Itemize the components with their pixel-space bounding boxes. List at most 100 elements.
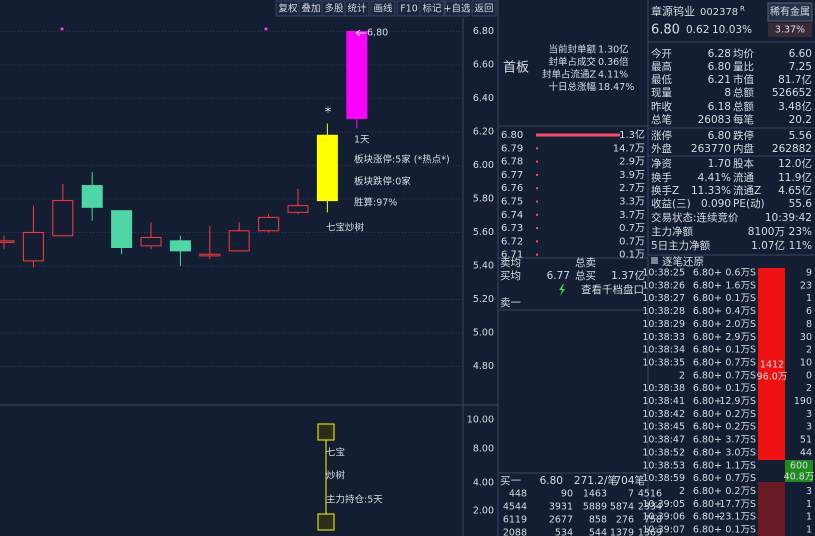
tick-volume: 17.7万S xyxy=(719,499,756,510)
y-tick-label: 6.00 xyxy=(473,160,494,171)
tick-time: 10:38:45 xyxy=(642,422,685,433)
bottom-book-cell: 544 xyxy=(589,528,607,536)
flow-value: 1.07亿 xyxy=(751,239,785,252)
tick-time: 10:38:38 xyxy=(642,383,685,394)
bottom-book-cell: 5874 xyxy=(610,502,634,513)
buy-bar xyxy=(758,268,785,460)
quote-label: 总笔 xyxy=(651,113,672,126)
quote-label: 总额 xyxy=(733,86,754,99)
candle-body xyxy=(52,200,74,237)
quote-value: 81.7亿 xyxy=(778,73,812,86)
tick-price: 6.80+ xyxy=(693,306,722,317)
tick-count: 3 xyxy=(806,422,812,433)
quote-value: 11.33% xyxy=(691,185,731,197)
tick-time: 10:38:34 xyxy=(642,345,685,356)
bottom-book-cell: 534 xyxy=(555,528,573,536)
tick-price: 6.80+ xyxy=(693,422,722,433)
toolbar-button[interactable] xyxy=(370,0,396,17)
quote-value: 6.80 xyxy=(708,61,731,73)
tick-volume: 1.1万S xyxy=(725,460,756,471)
toolbar-label[interactable]: 画线 xyxy=(373,3,393,15)
quote-label: 换手Z xyxy=(651,184,679,197)
sector-button[interactable] xyxy=(767,2,813,22)
book-qty: 0.1万 xyxy=(619,250,645,261)
status-time: 10:39:42 xyxy=(765,212,812,224)
book-price: 6.72 xyxy=(501,236,523,247)
toolbar-button[interactable] xyxy=(344,0,370,17)
tick-count: 0 xyxy=(806,370,812,381)
candle-body xyxy=(81,185,103,208)
book-price: 6.77 xyxy=(501,170,523,181)
quote-label: 市值 xyxy=(733,73,754,86)
tick-price: 6.80+ xyxy=(693,332,722,343)
toolbar-label[interactable]: 标记 xyxy=(422,3,442,15)
sector-label[interactable]: 稀有金属 xyxy=(770,5,810,18)
toolbar-button[interactable] xyxy=(419,0,445,17)
annotation: 板块跌停:0家 xyxy=(354,176,411,188)
tick-price: 6.80+ xyxy=(693,512,722,523)
quote-value: 12.0亿 xyxy=(778,157,812,170)
tick-price: 6.80+ xyxy=(693,396,722,407)
book-qty: 3.7万 xyxy=(619,210,645,221)
book-price: 6.75 xyxy=(501,197,523,208)
toolbar-label[interactable]: +自选 xyxy=(444,3,471,15)
tick-count: 6 xyxy=(806,306,812,317)
book-price: 6.76 xyxy=(501,183,523,194)
tick-price: 6.80+ xyxy=(693,460,722,471)
annotation: 七宝炒树 xyxy=(326,222,365,234)
toolbar-label[interactable]: 统计 xyxy=(347,3,367,15)
toolbar-button[interactable] xyxy=(444,0,470,17)
book-price: 6.73 xyxy=(501,223,523,234)
bottom-book-header: 271.2/笔 xyxy=(574,474,618,487)
tick-count: 1 xyxy=(806,293,812,304)
bottom-book-cell: 448 xyxy=(509,489,527,500)
signal-icon xyxy=(317,513,335,531)
bottom-book-cell: 3931 xyxy=(549,502,573,513)
book-bar xyxy=(536,240,538,243)
flow-pct: 11% xyxy=(789,240,812,252)
toolbar-button[interactable] xyxy=(471,0,497,17)
sub-axis-label: 8.00 xyxy=(473,444,494,455)
quote-label: 跌停 xyxy=(733,129,754,142)
quote-value: 6.18 xyxy=(708,101,731,113)
tick-price: 6.80+ xyxy=(693,473,722,484)
toolbar-label[interactable]: 叠加 xyxy=(301,4,320,15)
bar-label: 1412 xyxy=(760,360,784,371)
quote-label: 均价 xyxy=(733,48,754,60)
quote-value: 7.25 xyxy=(789,61,812,73)
toolbar-label[interactable]: F10 xyxy=(400,4,418,15)
tick-volume: 0.7万S xyxy=(725,370,756,381)
candle-body xyxy=(111,210,133,249)
toolbar-label[interactable]: 复权 xyxy=(278,3,298,15)
tick-price: 6.80+ xyxy=(693,293,722,304)
sub-axis-label: 4.00 xyxy=(473,478,494,489)
quote-value: 6.21 xyxy=(708,74,731,86)
tick-price: 6.80+ xyxy=(693,319,722,330)
bottom-book-cell: 2088 xyxy=(503,528,527,536)
tick-count: 1 xyxy=(806,499,812,510)
summary-label: 总卖 xyxy=(575,256,596,269)
bottom-book-cell: 758 xyxy=(644,515,662,526)
book-bar xyxy=(536,173,538,176)
tick-volume: 3.7万S xyxy=(725,435,756,446)
toolbar-label[interactable]: 返回 xyxy=(474,3,493,15)
y-tick-label: 6.20 xyxy=(473,126,494,137)
stock-name: 章源钨业 xyxy=(651,4,695,18)
candle-body xyxy=(169,240,191,252)
panel-icon xyxy=(651,257,658,264)
tick-count: 23 xyxy=(800,280,812,291)
depth-link[interactable]: 查看千档盘口 xyxy=(581,283,644,296)
quote-value: 6.80 xyxy=(708,130,731,142)
book-qty: 1.3亿 xyxy=(619,128,645,141)
quote-label: 流通Z xyxy=(733,184,761,197)
ticks-title: 逐笔还原 xyxy=(662,255,704,268)
y-tick-label: 5.40 xyxy=(473,260,494,271)
tick-count: 30 xyxy=(800,332,812,343)
annotation: 板块涨停:5家 (*热点*) xyxy=(354,154,450,166)
tick-price: 6.80+ xyxy=(693,435,722,446)
toolbar-label[interactable]: 多股 xyxy=(324,3,344,15)
candle-body xyxy=(140,236,162,247)
book-bar xyxy=(536,227,538,230)
